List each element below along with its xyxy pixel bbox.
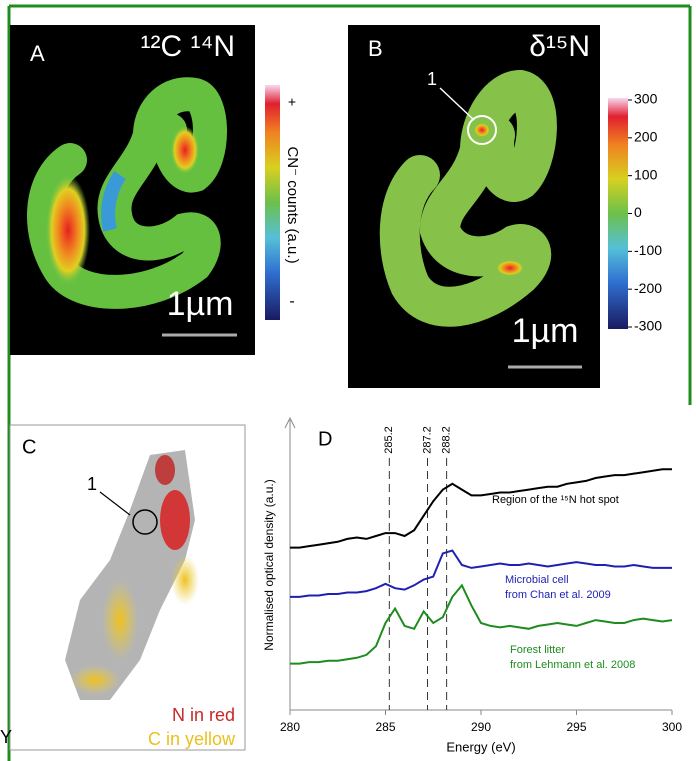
colorbar-bottom: - bbox=[289, 293, 294, 310]
curve-annotation: Forest litter bbox=[510, 644, 565, 656]
curve-annotation: from Lehmann et al. 2008 bbox=[510, 659, 635, 671]
colorbar bbox=[265, 85, 280, 320]
scale-bar-label: 1µm bbox=[512, 312, 579, 350]
spectrum-line bbox=[290, 468, 672, 549]
panel-c: 1 C N in red C in yellow Y bbox=[0, 424, 246, 751]
map-a-hot bbox=[171, 126, 199, 174]
colorbar-title: CN⁻ counts (a.u.) bbox=[284, 146, 301, 263]
panel-label: D bbox=[318, 428, 332, 450]
frame bbox=[7, 4, 692, 761]
curve-annotation: Region of the ¹⁵N hot spot bbox=[492, 494, 619, 506]
panel-a: A ¹²C ¹⁴N 1µm + - CN⁻ counts (a.u.) bbox=[10, 25, 301, 355]
colorbar-tick-label: 200 bbox=[634, 129, 658, 145]
x-tick-label: 285 bbox=[375, 720, 395, 734]
map-c-c bbox=[171, 555, 199, 605]
x-axis-label: Energy (eV) bbox=[446, 739, 515, 754]
colorbar bbox=[608, 98, 628, 329]
panel-label: B bbox=[368, 36, 383, 61]
curve-annotation: Microbial cell bbox=[505, 574, 569, 586]
marker-arrow bbox=[439, 87, 475, 121]
x-tick-label: 290 bbox=[471, 720, 491, 734]
scale-bar-label: 1µm bbox=[167, 285, 234, 323]
map-c-n bbox=[160, 490, 190, 550]
panel-label: A bbox=[30, 41, 45, 66]
colorbar-tick-label: 100 bbox=[634, 166, 658, 182]
panel-label: C bbox=[22, 436, 36, 458]
hotspot-circle bbox=[132, 509, 158, 535]
reference-label: 288.2 bbox=[441, 426, 453, 454]
legend-n: N in red bbox=[172, 705, 235, 725]
y-axis-label: Normalised optical density (a.u.) bbox=[262, 479, 276, 650]
spectrum-line bbox=[290, 583, 673, 665]
panel-d: D Energy (eV) Normalised optical density… bbox=[262, 416, 682, 754]
x-tick-label: 280 bbox=[280, 720, 300, 734]
reference-label: 285.2 bbox=[383, 426, 395, 454]
marker-label: 1 bbox=[87, 474, 97, 494]
y-axis-arrow bbox=[284, 416, 296, 429]
legend-c: C in yellow bbox=[148, 729, 236, 749]
x-tick-label: 300 bbox=[662, 720, 682, 734]
spectrum-line bbox=[290, 549, 672, 598]
marker-label: 1 bbox=[427, 69, 437, 89]
colorbar-top: + bbox=[288, 94, 296, 110]
panel-title: ¹²C ¹⁴N bbox=[140, 30, 235, 63]
colorbar-tick-label: 300 bbox=[634, 91, 658, 107]
curve-annotation: from Chan et al. 2009 bbox=[505, 589, 611, 601]
panel-b: 1 B δ¹⁵N 1µm bbox=[348, 25, 628, 388]
marker-arrow bbox=[99, 491, 131, 516]
map-c-n bbox=[155, 455, 175, 485]
map-b bbox=[379, 69, 557, 327]
colorbar-tick-label: 0 bbox=[634, 204, 642, 220]
map-b-spot bbox=[474, 123, 490, 137]
map-b-spot bbox=[496, 260, 524, 276]
stray-text: Y bbox=[0, 727, 12, 747]
map-a-low bbox=[101, 171, 126, 232]
colorbar-tick-label: -300 bbox=[634, 318, 662, 334]
colorbar-tick-label: -200 bbox=[634, 280, 662, 296]
hotspot-circle bbox=[467, 115, 497, 145]
map-c-c bbox=[102, 580, 138, 660]
map-a-hot bbox=[46, 175, 90, 285]
panel-title: δ¹⁵N bbox=[529, 30, 590, 63]
x-tick-label: 295 bbox=[566, 720, 586, 734]
reference-label: 287.2 bbox=[421, 426, 433, 454]
colorbar-tick-label: -100 bbox=[634, 242, 662, 258]
map-c-c bbox=[70, 665, 120, 695]
